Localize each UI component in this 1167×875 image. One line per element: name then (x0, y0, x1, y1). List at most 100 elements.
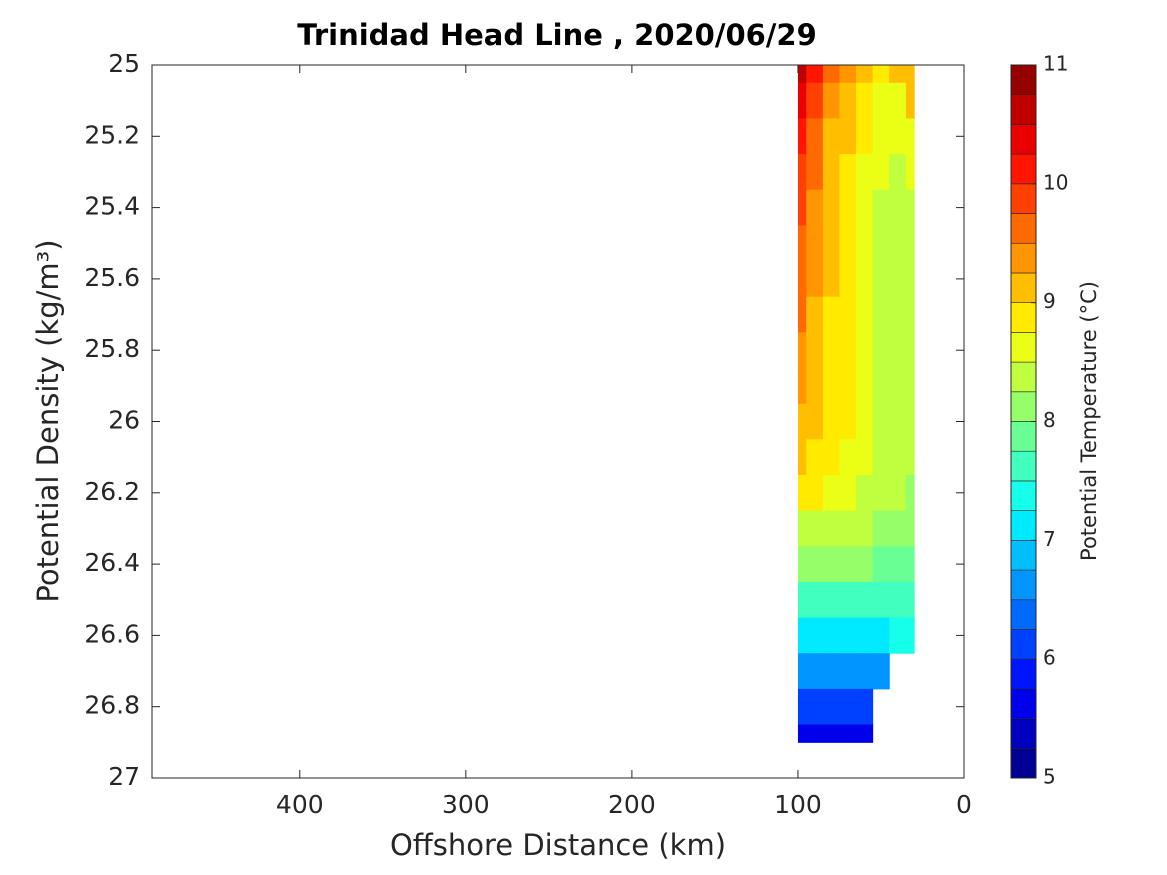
contour-cell (905, 225, 915, 262)
y-tick-label: 26 (108, 406, 140, 435)
contour-cell (806, 439, 824, 476)
contour-cell (905, 581, 915, 619)
contour-cell (822, 332, 840, 369)
contour-cell (856, 688, 874, 726)
contour-cell (889, 474, 907, 512)
contour-cell (905, 189, 915, 226)
contour-cell (797, 688, 807, 726)
contour-cell (889, 332, 907, 369)
colorbar-tick-label: 8 (1043, 408, 1056, 432)
colorbar-swatch (1010, 450, 1037, 482)
colorbar-swatch (1010, 361, 1037, 393)
contour-cell (806, 296, 824, 333)
y-tick-label: 25.8 (84, 334, 140, 363)
contour-cell (839, 474, 857, 512)
contour-cell (889, 617, 907, 654)
contour-cell (822, 653, 840, 690)
x-tick-label: 400 (276, 790, 324, 819)
y-tick-label: 25.2 (84, 120, 140, 149)
colorbar-tick-label: 11 (1043, 52, 1068, 76)
colorbar-swatch (1010, 688, 1037, 719)
contour-cell (797, 653, 807, 690)
contour-cell (806, 118, 824, 155)
contour-cell (889, 65, 907, 84)
contour-cell (797, 189, 807, 226)
x-tick-label: 200 (608, 790, 656, 819)
contour-cell (797, 724, 807, 743)
contour-cell (797, 439, 807, 476)
contour-cell (797, 225, 807, 262)
contour-cell (797, 474, 807, 512)
contour-cell (822, 189, 840, 226)
colorbar-swatch (1010, 599, 1037, 630)
y-tick-label: 26.8 (84, 691, 140, 720)
contour-cell (872, 189, 890, 226)
contour-cell (839, 581, 857, 619)
contour-cell (822, 688, 840, 726)
contour-cell (822, 581, 840, 619)
contour-cell (872, 65, 890, 84)
colorbar-tick-label: 10 (1043, 170, 1068, 194)
contour-cell (872, 332, 890, 369)
contour-cell (856, 653, 874, 690)
contour-cell (856, 82, 874, 119)
contour-cell (839, 82, 857, 119)
contour-cell (822, 65, 840, 84)
x-tick-label: 300 (442, 790, 490, 819)
contour-cell (822, 546, 840, 583)
contour-cell (872, 546, 890, 583)
contour-cell (856, 617, 874, 654)
contour-cell (839, 189, 857, 226)
contour-cell (839, 653, 857, 690)
colorbar-swatch (1010, 658, 1037, 690)
contour-cell (905, 118, 915, 155)
contour-cell (806, 474, 824, 512)
colorbar-swatch (1010, 540, 1037, 571)
y-tick-label: 27 (108, 762, 140, 791)
contour-cell (905, 439, 915, 476)
contour-cell (905, 261, 915, 298)
contour-cell (822, 368, 840, 405)
contour-cell (822, 439, 840, 476)
chart-title: Trinidad Head Line , 2020/06/29 (297, 18, 817, 52)
contour-cell (856, 581, 874, 619)
contour-cell (822, 617, 840, 654)
contour-cell (839, 510, 857, 547)
contour-cell (797, 332, 807, 369)
y-tick-label: 25.4 (84, 192, 140, 221)
colorbar-swatch (1010, 302, 1037, 333)
contour-cell (806, 617, 824, 654)
contour-cell (872, 403, 890, 440)
contour-cell (822, 474, 840, 512)
contour-cell (839, 439, 857, 476)
contour-cell (839, 296, 857, 333)
colorbar-tick-label: 9 (1043, 289, 1056, 313)
contour-cell (889, 581, 907, 619)
contour-cell (822, 225, 840, 262)
contour-cell (797, 368, 807, 405)
contour-cell (856, 332, 874, 369)
contour-cell (797, 296, 807, 333)
contour-cell (889, 189, 907, 226)
contour-cell (797, 581, 807, 619)
contour-cell (797, 546, 807, 583)
contour-cell (797, 403, 807, 440)
contour-cell (872, 296, 890, 333)
y-tick-label: 25.6 (84, 263, 140, 292)
colorbar-swatch (1010, 510, 1037, 541)
contour-cell (872, 653, 890, 690)
contour-cell (905, 617, 915, 654)
contour-cell (889, 118, 907, 155)
contour-cell (806, 510, 824, 547)
contour-cell (856, 368, 874, 405)
contour-cell (806, 368, 824, 405)
contour-cell (806, 653, 824, 690)
contour-cell (872, 510, 890, 547)
contour-cell (856, 225, 874, 262)
contour-cell (856, 296, 874, 333)
contour-cell (839, 724, 857, 743)
contour-cell (856, 510, 874, 547)
colorbar-swatch (1010, 747, 1037, 779)
colorbar-swatch (1010, 569, 1037, 601)
